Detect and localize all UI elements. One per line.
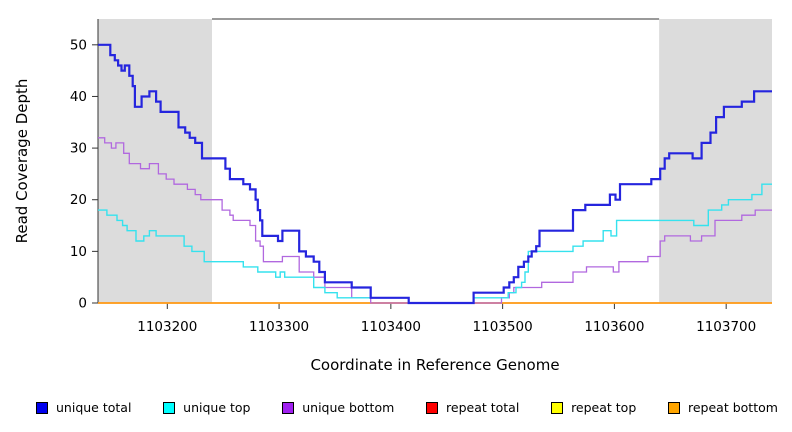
x-tick-label: 1103500 xyxy=(473,319,533,335)
legend-swatch-unique-total xyxy=(36,401,48,414)
x-tick-label: 1103300 xyxy=(249,319,309,335)
shaded-region xyxy=(98,19,213,303)
y-tick-label: 30 xyxy=(70,141,87,157)
series-line-unique-total xyxy=(98,43,772,305)
legend-swatch-unique-top xyxy=(163,401,176,414)
x-tick-label: 1103700 xyxy=(696,319,756,335)
legend-item-repeat-bottom: repeat bottom xyxy=(668,400,778,415)
y-tick-label: 0 xyxy=(78,296,87,312)
legend-item-repeat-total: repeat total xyxy=(426,400,519,415)
x-tick-label: 1103200 xyxy=(137,319,197,335)
y-tick-label: 50 xyxy=(70,37,87,53)
series-line-unique-top xyxy=(98,183,772,304)
legend-item-repeat-top: repeat top xyxy=(551,400,636,415)
legend-swatch-repeat-top xyxy=(551,401,564,414)
x-tick-label: 1103600 xyxy=(584,319,644,335)
y-tick-label: 10 xyxy=(70,244,87,260)
legend-item-unique-top: unique top xyxy=(163,400,250,415)
y-axis-title: Read Coverage Depth xyxy=(13,78,31,244)
y-tick-label: 40 xyxy=(70,89,87,105)
legend-swatch-repeat-bottom xyxy=(668,401,680,414)
legend-label: unique bottom xyxy=(302,400,395,415)
legend-label: repeat top xyxy=(571,400,637,415)
plot-area: 1103200 1103300 1103400 1103500 1103600 11037… xyxy=(70,18,772,335)
legend: unique total unique top unique bottom repea… xyxy=(0,400,792,415)
legend-label: repeat bottom xyxy=(688,400,778,415)
legend-label: unique top xyxy=(183,400,251,415)
legend-swatch-unique-bottom xyxy=(282,401,295,414)
legend-item-unique-total: unique total xyxy=(36,400,131,415)
shaded-region xyxy=(659,19,772,303)
x-axis-title: Coordinate in Reference Genome xyxy=(310,356,560,374)
legend-item-unique-bottom: unique bottom xyxy=(282,400,394,415)
y-tick-label: 20 xyxy=(70,192,87,208)
legend-label: repeat total xyxy=(446,400,520,415)
x-tick-label: 1103400 xyxy=(361,319,421,335)
series-line-unique-bottom xyxy=(98,137,772,304)
legend-swatch-repeat-total xyxy=(426,401,439,414)
legend-label: unique total xyxy=(56,400,132,415)
